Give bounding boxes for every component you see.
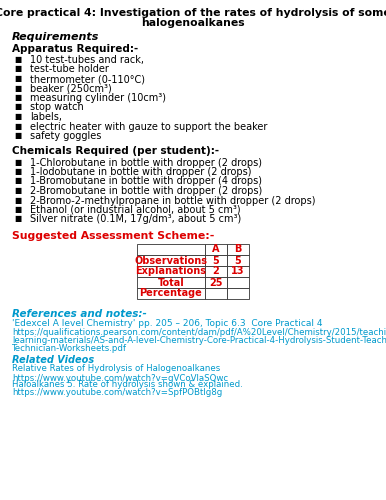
Text: 2-Bromo-2-methylpropane in bottle with dropper (2 drops): 2-Bromo-2-methylpropane in bottle with d… <box>30 196 315 205</box>
Text: https://www.youtube.com/watch?v=SpfPOBtlg8g: https://www.youtube.com/watch?v=SpfPOBtl… <box>12 388 222 397</box>
Text: Ethanol (or industrial alcohol, about 5 cm³): Ethanol (or industrial alcohol, about 5 … <box>30 205 240 215</box>
Text: Explanations: Explanations <box>135 266 207 276</box>
Text: electric heater with gauze to support the beaker: electric heater with gauze to support th… <box>30 122 267 132</box>
Text: Relative Rates of Hydrolysis of Halogenoalkanes https://www.youtube.com/watch?v=: Relative Rates of Hydrolysis of Halogeno… <box>12 364 228 384</box>
Text: labels,: labels, <box>30 112 62 122</box>
Bar <box>227 255 249 266</box>
Bar <box>205 288 227 299</box>
Bar <box>205 244 227 255</box>
Text: 5: 5 <box>235 256 241 266</box>
Text: 'Edexcel A level Chemistry' pp. 205 – 206, Topic 6.3  Core Practical 4: 'Edexcel A level Chemistry' pp. 205 – 20… <box>12 319 322 328</box>
Bar <box>227 277 249 288</box>
Bar <box>205 266 227 277</box>
Bar <box>205 277 227 288</box>
Text: halogenoalkanes: halogenoalkanes <box>141 18 245 28</box>
Text: safety goggles: safety goggles <box>30 131 102 141</box>
Text: ■: ■ <box>14 214 22 224</box>
Text: Haloalkanes 5. Rate of hydrolysis shown & explained.: Haloalkanes 5. Rate of hydrolysis shown … <box>12 380 243 389</box>
Text: Related Videos: Related Videos <box>12 355 94 365</box>
Text: Core practical 4: Investigation of the rates of hydrolysis of some: Core practical 4: Investigation of the r… <box>0 8 386 18</box>
Text: ■: ■ <box>14 55 22 64</box>
Text: 1-Chlorobutane in bottle with dropper (2 drops): 1-Chlorobutane in bottle with dropper (2… <box>30 158 262 168</box>
Text: 2: 2 <box>213 266 219 276</box>
Text: A: A <box>212 244 220 254</box>
Bar <box>137 277 205 288</box>
Text: Requirements: Requirements <box>12 32 99 42</box>
Text: Apparatus Required:-: Apparatus Required:- <box>12 44 138 54</box>
Text: ■: ■ <box>14 102 22 112</box>
Bar <box>137 244 205 255</box>
Text: 1-Iodobutane in bottle with dropper (2 drops): 1-Iodobutane in bottle with dropper (2 d… <box>30 167 252 177</box>
Text: 5: 5 <box>213 256 219 266</box>
Text: ■: ■ <box>14 205 22 214</box>
Text: ■: ■ <box>14 186 22 195</box>
Text: ■: ■ <box>14 196 22 204</box>
Text: Percentage: Percentage <box>140 288 202 298</box>
Text: 1-Bromobutane in bottle with dropper (4 drops): 1-Bromobutane in bottle with dropper (4 … <box>30 176 262 186</box>
Bar <box>137 255 205 266</box>
Bar <box>137 288 205 299</box>
Bar <box>205 255 227 266</box>
Text: beaker (250cm³): beaker (250cm³) <box>30 84 112 94</box>
Text: 25: 25 <box>209 278 223 287</box>
Text: Chemicals Required (per student):-: Chemicals Required (per student):- <box>12 146 219 156</box>
Text: B: B <box>234 244 242 254</box>
Text: 13: 13 <box>231 266 245 276</box>
Text: stop watch: stop watch <box>30 102 84 113</box>
Text: 10 test-tubes and rack,: 10 test-tubes and rack, <box>30 55 144 65</box>
Text: Silver nitrate (0.1M, 17g/dm³, about 5 cm³): Silver nitrate (0.1M, 17g/dm³, about 5 c… <box>30 214 241 224</box>
Text: ■: ■ <box>14 112 22 121</box>
Bar <box>227 266 249 277</box>
Bar <box>137 266 205 277</box>
Text: Technician-Worksheets.pdf: Technician-Worksheets.pdf <box>12 344 127 353</box>
Text: ■: ■ <box>14 74 22 83</box>
Text: ■: ■ <box>14 84 22 92</box>
Text: ■: ■ <box>14 167 22 176</box>
Text: test-tube holder: test-tube holder <box>30 64 109 74</box>
Bar <box>227 244 249 255</box>
Text: ■: ■ <box>14 158 22 166</box>
Text: ■: ■ <box>14 131 22 140</box>
Text: ■: ■ <box>14 64 22 74</box>
Bar <box>227 288 249 299</box>
Text: 2-Bromobutane in bottle with dropper (2 drops): 2-Bromobutane in bottle with dropper (2 … <box>30 186 262 196</box>
Text: Total: Total <box>157 278 185 287</box>
Text: ■: ■ <box>14 93 22 102</box>
Text: measuring cylinder (10cm³): measuring cylinder (10cm³) <box>30 93 166 103</box>
Text: thermometer (0-110°C): thermometer (0-110°C) <box>30 74 145 84</box>
Text: learning-materials/AS-and-A-level-Chemistry-Core-Practical-4-Hydrolysis-Student-: learning-materials/AS-and-A-level-Chemis… <box>12 336 386 345</box>
Text: References and notes:-: References and notes:- <box>12 309 147 319</box>
Text: ■: ■ <box>14 176 22 186</box>
Text: ■: ■ <box>14 122 22 130</box>
Text: Observations: Observations <box>134 256 208 266</box>
Text: https://qualifications.pearson.com/content/dam/pdf/A%20Level/Chemistry/2015/teac: https://qualifications.pearson.com/conte… <box>12 328 386 337</box>
Text: Suggested Assessment Scheme:-: Suggested Assessment Scheme:- <box>12 231 214 241</box>
